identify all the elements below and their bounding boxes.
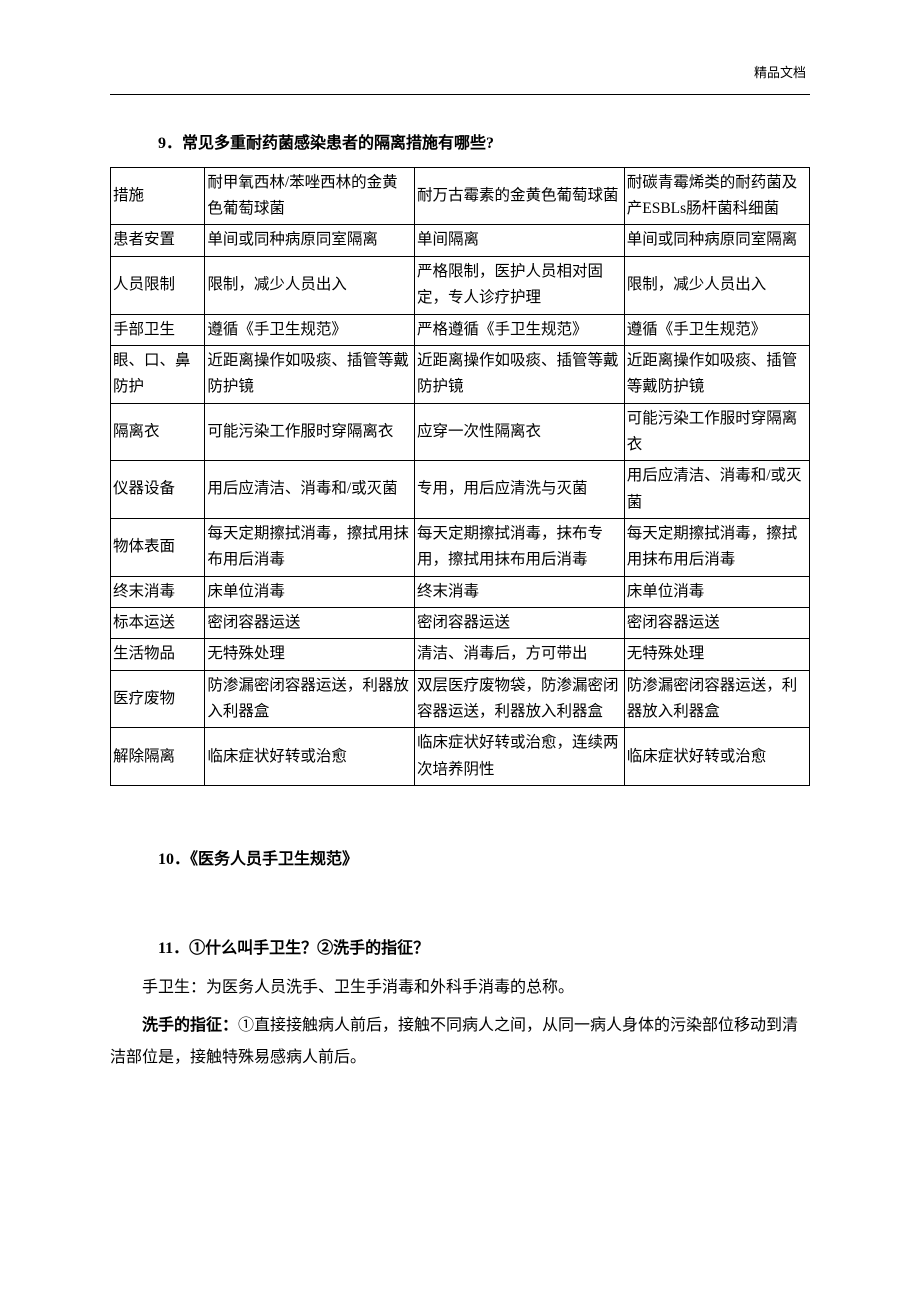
cell: 临床症状好转或治愈，连续两次培养阴性 bbox=[415, 728, 625, 786]
cell: 双层医疗废物袋，防渗漏密闭容器运送，利器放入利器盒 bbox=[415, 670, 625, 728]
cell: 密闭容器运送 bbox=[624, 607, 809, 638]
cell: 手部卫生 bbox=[111, 314, 205, 345]
cell: 近距离操作如吸痰、插管等戴防护镜 bbox=[624, 345, 809, 403]
cell: 眼、口、鼻防护 bbox=[111, 345, 205, 403]
cell: 近距离操作如吸痰、插管等戴防护镜 bbox=[205, 345, 415, 403]
cell: 临床症状好转或治愈 bbox=[205, 728, 415, 786]
cell: 用后应清洁、消毒和/或灭菌 bbox=[624, 461, 809, 519]
cell: 遵循《手卫生规范》 bbox=[624, 314, 809, 345]
table-row: 物体表面 每天定期擦拭消毒，擦拭用抹布用后消毒 每天定期擦拭消毒，抹布专用，擦拭… bbox=[111, 518, 810, 576]
cell: 每天定期擦拭消毒，擦拭用抹布用后消毒 bbox=[624, 518, 809, 576]
cell: 可能污染工作服时穿隔离衣 bbox=[624, 403, 809, 461]
isolation-table: 措施 耐甲氧西林/苯唑西林的金黄色葡萄球菌 耐万古霉素的金黄色葡萄球菌 耐碳青霉… bbox=[110, 167, 810, 786]
cell: 密闭容器运送 bbox=[205, 607, 415, 638]
cell: 无特殊处理 bbox=[624, 639, 809, 670]
th-vrsa: 耐万古霉素的金黄色葡萄球菌 bbox=[415, 167, 625, 225]
cell: 可能污染工作服时穿隔离衣 bbox=[205, 403, 415, 461]
cell: 临床症状好转或治愈 bbox=[624, 728, 809, 786]
cell: 清洁、消毒后，方可带出 bbox=[415, 639, 625, 670]
table-row: 生活物品 无特殊处理 清洁、消毒后，方可带出 无特殊处理 bbox=[111, 639, 810, 670]
cell: 单间或同种病原同室隔离 bbox=[624, 225, 809, 256]
para-indication: 洗手的指征：①直接接触病人前后，接触不同病人之间，从同一病人身体的污染部位移动到… bbox=[110, 1010, 810, 1074]
cell: 用后应清洁、消毒和/或灭菌 bbox=[205, 461, 415, 519]
cell: 近距离操作如吸痰、插管等戴防护镜 bbox=[415, 345, 625, 403]
cell: 床单位消毒 bbox=[624, 576, 809, 607]
indication-label: 洗手的指征： bbox=[142, 1017, 238, 1034]
cell: 每天定期擦拭消毒，抹布专用，擦拭用抹布用后消毒 bbox=[415, 518, 625, 576]
cell: 标本运送 bbox=[111, 607, 205, 638]
cell: 密闭容器运送 bbox=[415, 607, 625, 638]
header-rule bbox=[110, 94, 810, 95]
page: 精品文档 9．常见多重耐药菌感染患者的隔离措施有哪些? 措施 耐甲氧西林/苯唑西… bbox=[0, 0, 920, 1140]
cell: 单间隔离 bbox=[415, 225, 625, 256]
cell: 无特殊处理 bbox=[205, 639, 415, 670]
th-cre-esbl: 耐碳青霉烯类的耐药菌及产ESBLs肠杆菌科细菌 bbox=[624, 167, 809, 225]
table-header-row: 措施 耐甲氧西林/苯唑西林的金黄色葡萄球菌 耐万古霉素的金黄色葡萄球菌 耐碳青霉… bbox=[111, 167, 810, 225]
table-row: 医疗废物 防渗漏密闭容器运送，利器放入利器盒 双层医疗废物袋，防渗漏密闭容器运送… bbox=[111, 670, 810, 728]
cell: 物体表面 bbox=[111, 518, 205, 576]
cell: 防渗漏密闭容器运送，利器放入利器盒 bbox=[624, 670, 809, 728]
cell: 限制，减少人员出入 bbox=[205, 256, 415, 314]
table-row: 仪器设备 用后应清洁、消毒和/或灭菌 专用，用后应清洗与灭菌 用后应清洁、消毒和… bbox=[111, 461, 810, 519]
table-row: 人员限制 限制，减少人员出入 严格限制，医护人员相对固定，专人诊疗护理 限制，减… bbox=[111, 256, 810, 314]
cell: 严格限制，医护人员相对固定，专人诊疗护理 bbox=[415, 256, 625, 314]
cell: 医疗废物 bbox=[111, 670, 205, 728]
table-row: 终末消毒 床单位消毒 终末消毒 床单位消毒 bbox=[111, 576, 810, 607]
cell: 患者安置 bbox=[111, 225, 205, 256]
cell: 遵循《手卫生规范》 bbox=[205, 314, 415, 345]
cell: 仪器设备 bbox=[111, 461, 205, 519]
cell: 床单位消毒 bbox=[205, 576, 415, 607]
table-row: 手部卫生 遵循《手卫生规范》 严格遵循《手卫生规范》 遵循《手卫生规范》 bbox=[111, 314, 810, 345]
cell: 限制，减少人员出入 bbox=[624, 256, 809, 314]
cell: 终末消毒 bbox=[111, 576, 205, 607]
table-row: 隔离衣 可能污染工作服时穿隔离衣 应穿一次性隔离衣 可能污染工作服时穿隔离衣 bbox=[111, 403, 810, 461]
table-row: 解除隔离 临床症状好转或治愈 临床症状好转或治愈，连续两次培养阴性 临床症状好转… bbox=[111, 728, 810, 786]
th-mrsa: 耐甲氧西林/苯唑西林的金黄色葡萄球菌 bbox=[205, 167, 415, 225]
cell: 应穿一次性隔离衣 bbox=[415, 403, 625, 461]
heading-9: 9．常见多重耐药菌感染患者的隔离措施有哪些? bbox=[158, 130, 810, 159]
table-row: 患者安置 单间或同种病原同室隔离 单间隔离 单间或同种病原同室隔离 bbox=[111, 225, 810, 256]
cell: 严格遵循《手卫生规范》 bbox=[415, 314, 625, 345]
table-row: 标本运送 密闭容器运送 密闭容器运送 密闭容器运送 bbox=[111, 607, 810, 638]
th-measure: 措施 bbox=[111, 167, 205, 225]
para-definition: 手卫生：为医务人员洗手、卫生手消毒和外科手消毒的总称。 bbox=[110, 972, 810, 1004]
cell: 终末消毒 bbox=[415, 576, 625, 607]
footer-dot: . bbox=[150, 1014, 154, 1030]
cell: 人员限制 bbox=[111, 256, 205, 314]
cell: 每天定期擦拭消毒，擦拭用抹布用后消毒 bbox=[205, 518, 415, 576]
heading-10: 10．《医务人员手卫生规范》 bbox=[158, 846, 810, 875]
table-row: 眼、口、鼻防护 近距离操作如吸痰、插管等戴防护镜 近距离操作如吸痰、插管等戴防护… bbox=[111, 345, 810, 403]
cell: 防渗漏密闭容器运送，利器放入利器盒 bbox=[205, 670, 415, 728]
heading-11: 11．①什么叫手卫生？②洗手的指征？ bbox=[158, 935, 810, 964]
cell: 专用，用后应清洗与灭菌 bbox=[415, 461, 625, 519]
cell: 单间或同种病原同室隔离 bbox=[205, 225, 415, 256]
cell: 隔离衣 bbox=[111, 403, 205, 461]
cell: 生活物品 bbox=[111, 639, 205, 670]
cell: 解除隔离 bbox=[111, 728, 205, 786]
header-mark: 精品文档 bbox=[754, 62, 806, 81]
